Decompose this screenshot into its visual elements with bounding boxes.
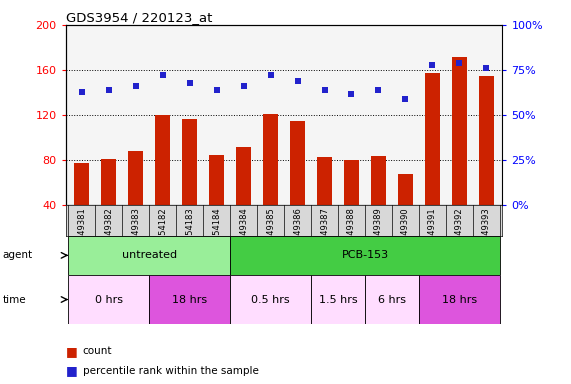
Bar (209, 155, 224, 205)
Bar (155, 115, 170, 205)
Bar (365, 275, 419, 324)
Text: GSM149384: GSM149384 (239, 207, 248, 258)
Text: 0.5 hrs: 0.5 hrs (251, 295, 290, 305)
Text: percentile rank within the sample: percentile rank within the sample (83, 366, 259, 376)
Text: GSM154184: GSM154184 (212, 207, 221, 258)
Text: GSM149392: GSM149392 (455, 207, 464, 258)
Text: GSM149393: GSM149393 (482, 207, 491, 258)
Bar (149, 275, 230, 324)
Bar (425, 73, 440, 205)
Bar (344, 161, 359, 205)
Text: GSM149385: GSM149385 (266, 207, 275, 258)
Bar (102, 159, 116, 205)
Bar (419, 275, 500, 324)
Text: GSM154183: GSM154183 (185, 207, 194, 258)
Text: 18 hrs: 18 hrs (442, 295, 477, 305)
Text: GSM149382: GSM149382 (104, 207, 113, 258)
Text: GSM149387: GSM149387 (320, 207, 329, 258)
Text: GDS3954 / 220123_at: GDS3954 / 220123_at (66, 11, 212, 24)
Text: 6 hrs: 6 hrs (378, 295, 406, 305)
Bar (371, 156, 386, 205)
Bar (182, 119, 197, 205)
Text: 1.5 hrs: 1.5 hrs (319, 295, 357, 305)
Text: 0 hrs: 0 hrs (95, 295, 123, 305)
Bar (230, 236, 500, 275)
Bar (479, 76, 494, 205)
Text: GSM149381: GSM149381 (77, 207, 86, 258)
Bar (452, 56, 467, 205)
Text: count: count (83, 346, 112, 356)
Text: 18 hrs: 18 hrs (172, 295, 207, 305)
Text: GSM149389: GSM149389 (374, 207, 383, 258)
Text: GSM154182: GSM154182 (158, 207, 167, 258)
Bar (69, 275, 149, 324)
Text: GSM149391: GSM149391 (428, 207, 437, 258)
Text: ■: ■ (66, 345, 78, 358)
Bar (230, 275, 311, 324)
Text: agent: agent (3, 250, 33, 260)
Text: GSM149386: GSM149386 (293, 207, 302, 258)
Bar (74, 162, 89, 205)
Text: GSM149388: GSM149388 (347, 207, 356, 258)
Bar (263, 114, 278, 205)
Bar (236, 147, 251, 205)
Bar (317, 157, 332, 205)
Bar (311, 275, 365, 324)
Text: PCB-153: PCB-153 (341, 250, 388, 260)
Bar (128, 151, 143, 205)
Bar (398, 174, 413, 205)
Bar (69, 236, 230, 275)
Text: time: time (3, 295, 26, 305)
Bar (290, 121, 305, 205)
Text: GSM149383: GSM149383 (131, 207, 140, 258)
Text: untreated: untreated (122, 250, 177, 260)
Text: GSM149390: GSM149390 (401, 207, 410, 258)
Text: ■: ■ (66, 364, 78, 377)
